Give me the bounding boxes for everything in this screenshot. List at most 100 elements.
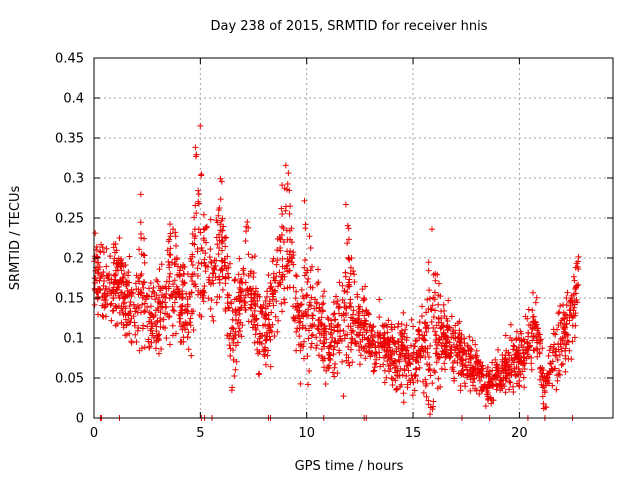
data-point <box>330 346 337 353</box>
data-point <box>229 384 236 391</box>
data-point <box>249 254 256 261</box>
data-point <box>141 344 148 351</box>
data-point <box>387 335 394 342</box>
data-point <box>327 356 334 363</box>
data-point <box>431 289 438 296</box>
data-point <box>146 285 153 292</box>
data-point <box>507 379 514 386</box>
data-point <box>388 324 395 331</box>
data-point <box>345 354 352 361</box>
data-point <box>351 337 358 344</box>
data-point <box>356 361 363 368</box>
data-point <box>419 303 426 310</box>
data-point <box>122 332 129 339</box>
data-point <box>100 282 107 289</box>
data-point <box>502 389 509 396</box>
data-point <box>163 290 170 297</box>
data-point <box>188 289 195 296</box>
data-point <box>536 376 543 383</box>
data-point <box>361 326 368 333</box>
data-point <box>554 372 561 379</box>
data-point <box>185 329 192 336</box>
data-point <box>143 296 150 303</box>
data-point <box>121 270 128 277</box>
data-point <box>331 343 338 350</box>
data-point <box>432 307 439 314</box>
data-point <box>562 352 569 359</box>
data-point <box>394 372 401 379</box>
data-point <box>510 389 517 396</box>
data-point <box>98 271 105 278</box>
data-point <box>462 356 469 363</box>
data-point <box>396 351 403 358</box>
data-point <box>313 305 320 312</box>
data-point <box>438 324 445 331</box>
data-point <box>472 363 479 370</box>
data-point <box>552 331 559 338</box>
data-point <box>342 332 349 339</box>
data-point <box>260 351 267 358</box>
data-point <box>533 294 540 301</box>
data-point <box>487 377 494 384</box>
data-point <box>158 303 165 310</box>
data-point <box>448 313 455 320</box>
data-point <box>203 223 210 230</box>
data-point <box>532 324 539 331</box>
data-point <box>267 336 274 343</box>
grid-layer <box>94 58 613 418</box>
data-point <box>245 251 252 258</box>
data-point <box>398 347 405 354</box>
data-point <box>461 335 468 342</box>
data-point <box>476 373 483 380</box>
data-point <box>424 349 431 356</box>
data-point <box>168 292 175 299</box>
data-point <box>228 298 235 305</box>
data-point <box>431 367 438 374</box>
data-point <box>398 341 405 348</box>
data-point <box>304 353 311 360</box>
data-point <box>224 270 231 277</box>
data-point <box>480 372 487 379</box>
data-point <box>427 342 434 349</box>
data-point <box>208 258 215 265</box>
data-point <box>201 283 208 290</box>
data-point <box>402 326 409 333</box>
data-point <box>515 347 522 354</box>
data-point <box>236 325 243 332</box>
data-point <box>247 268 254 275</box>
data-point <box>520 357 527 364</box>
data-point <box>136 347 143 354</box>
data-point <box>165 314 172 321</box>
data-point <box>459 363 466 370</box>
data-point <box>141 252 148 259</box>
data-point <box>261 332 268 339</box>
data-point <box>557 319 564 326</box>
data-point <box>179 278 186 285</box>
data-point <box>573 282 580 289</box>
data-point <box>284 180 291 187</box>
data-point <box>172 229 179 236</box>
data-point <box>421 332 428 339</box>
data-point <box>319 308 326 315</box>
data-point <box>165 258 172 265</box>
data-point <box>150 313 157 320</box>
data-point <box>424 360 431 367</box>
data-point <box>148 310 154 317</box>
data-point <box>194 246 201 253</box>
data-point <box>169 303 176 310</box>
data-point <box>313 300 320 307</box>
data-point <box>122 305 129 312</box>
data-point <box>506 378 513 385</box>
data-point <box>430 398 437 405</box>
data-point <box>376 349 383 356</box>
data-point <box>317 337 324 344</box>
data-point <box>262 344 269 351</box>
data-point <box>219 273 226 280</box>
data-point <box>305 306 312 313</box>
data-point <box>166 236 173 243</box>
data-point <box>136 246 143 253</box>
data-point <box>268 309 275 316</box>
data-point <box>97 287 104 294</box>
data-point <box>447 349 454 356</box>
data-point <box>398 321 405 328</box>
